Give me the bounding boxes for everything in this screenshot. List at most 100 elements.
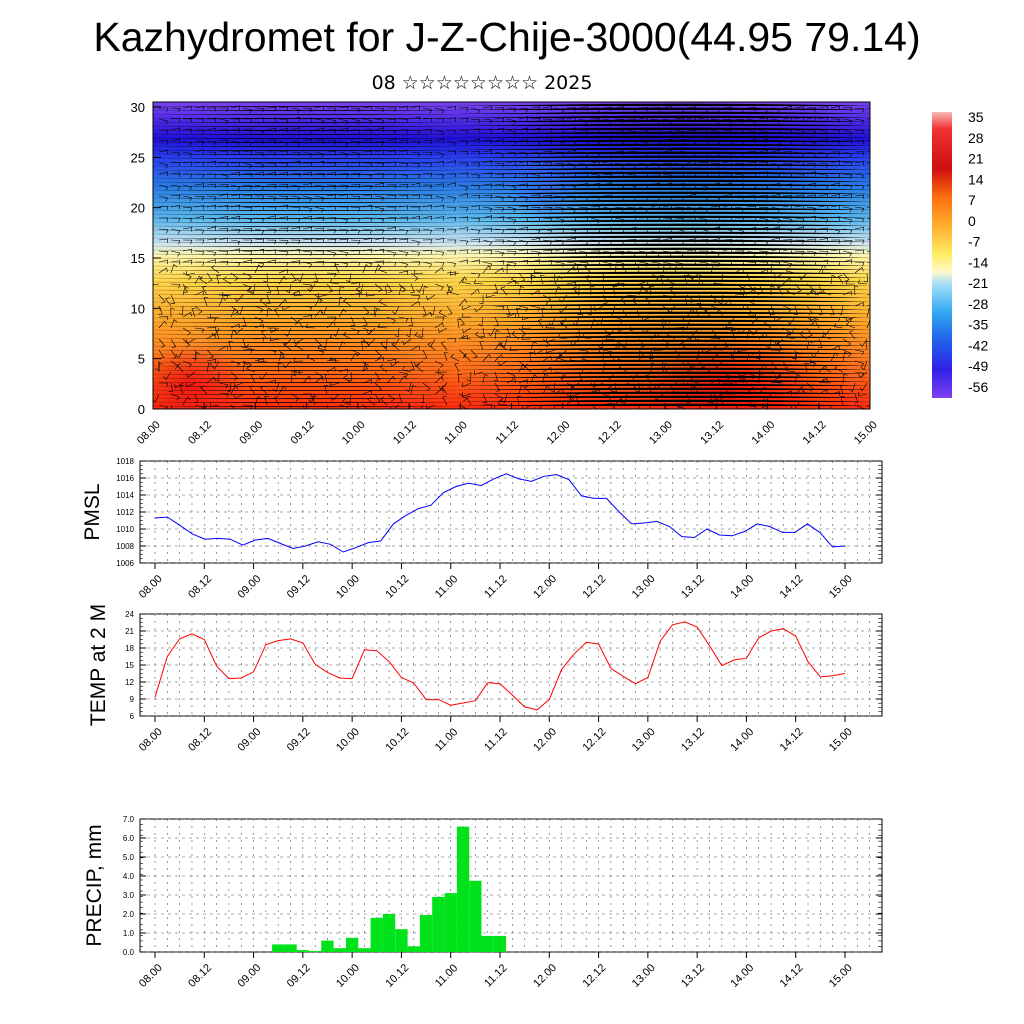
wind-barb — [846, 316, 856, 322]
wind-barb — [350, 129, 361, 134]
wind-barb — [355, 286, 364, 296]
wind-barb — [466, 396, 472, 406]
wind-barb — [194, 129, 205, 134]
wind-barb — [494, 239, 505, 244]
wind-barb — [446, 228, 457, 234]
wind-barb — [378, 298, 388, 307]
wind-barb — [194, 161, 205, 166]
wind-barb — [374, 173, 385, 178]
isotherm — [153, 255, 870, 260]
wind-barb — [314, 172, 325, 178]
isotherm — [153, 231, 870, 236]
wind-barb — [506, 107, 517, 113]
wind-barb — [854, 226, 865, 232]
wind-barb — [506, 129, 517, 136]
wind-barb — [245, 344, 256, 351]
wind-barb — [420, 393, 425, 404]
wind-barb — [494, 127, 505, 133]
wind-barb — [338, 173, 349, 178]
isotherm — [153, 395, 870, 400]
wind-barb — [314, 140, 325, 145]
warm-core-left — [153, 345, 250, 409]
wind-barb — [818, 116, 829, 121]
x-tick-label: 08.12 — [186, 573, 214, 601]
isotherm — [153, 391, 870, 396]
wind-barb — [426, 294, 436, 301]
wind-barb — [454, 363, 460, 373]
wind-barb — [818, 404, 821, 409]
wind-barb — [470, 118, 481, 124]
wind-barb — [390, 404, 400, 409]
wind-barb — [470, 107, 481, 114]
wind-barb — [302, 226, 313, 232]
precip-bar — [296, 950, 309, 952]
y-tick-label: 6.0 — [123, 834, 135, 843]
wind-barb — [158, 315, 169, 321]
wind-barb — [374, 260, 385, 265]
wind-barb — [446, 285, 454, 296]
wind-barb — [362, 184, 373, 190]
colorbar-label: -14 — [968, 254, 988, 270]
wind-barb — [259, 297, 268, 307]
y-tick-label: 4.0 — [123, 872, 135, 881]
wind-barb — [482, 261, 493, 268]
wind-barb — [343, 375, 352, 384]
wind-barb — [553, 404, 556, 409]
wind-barb — [246, 365, 256, 373]
wind-barb — [482, 239, 493, 246]
wind-barb — [302, 238, 313, 243]
wind-barb — [674, 206, 685, 212]
wind-barb — [818, 238, 829, 243]
wind-barb — [506, 305, 511, 315]
wind-barb — [170, 204, 181, 210]
wind-barb — [493, 404, 496, 409]
wind-barb — [846, 321, 856, 329]
y-tick-label: 1018 — [116, 457, 134, 466]
wind-barb — [206, 127, 217, 132]
wind-barb — [234, 294, 244, 303]
wind-barb — [153, 283, 160, 285]
wind-barb — [182, 311, 192, 318]
wind-barb — [374, 206, 385, 213]
wind-barb — [470, 349, 478, 359]
wind-barb — [218, 118, 229, 125]
wind-barb — [163, 371, 172, 381]
wind-barb — [182, 140, 193, 147]
wind-barb — [194, 205, 205, 210]
wind-barb — [209, 402, 220, 407]
wind-barb — [578, 206, 589, 212]
isotherm — [153, 235, 870, 240]
isotherm — [153, 259, 870, 264]
x-tick-label: 09.12 — [285, 962, 313, 990]
wind-barb — [410, 194, 421, 199]
wind-barb — [420, 404, 424, 409]
wind-barb — [494, 393, 504, 402]
wind-barb — [434, 360, 444, 368]
y-axis-label: PMSL — [81, 483, 104, 540]
x-tick-label: 12.00 — [531, 726, 559, 754]
wind-barb — [170, 338, 177, 348]
wind-barb — [830, 404, 832, 409]
wind-barb — [362, 162, 373, 167]
wind-barb — [204, 404, 208, 409]
wind-barb — [494, 329, 500, 340]
wind-barb — [542, 139, 553, 145]
wind-barb — [482, 106, 493, 111]
wind-barb — [794, 373, 801, 384]
wind-barb — [158, 267, 168, 274]
wind-barb — [267, 206, 277, 211]
wind-barb — [830, 160, 841, 165]
wind-barb — [457, 373, 462, 384]
wind-barb — [242, 227, 253, 233]
wind-barb — [411, 228, 421, 233]
wind-barb — [518, 305, 529, 312]
wind-barb — [398, 129, 409, 134]
y-tick-label: 1016 — [116, 474, 134, 483]
wind-barb — [277, 362, 283, 373]
wind-barb — [413, 269, 424, 275]
wind-barb — [482, 160, 493, 165]
wind-barb — [158, 228, 169, 234]
y-tick-label: 3.0 — [123, 891, 135, 900]
isotherm — [153, 247, 870, 252]
wind-barb — [529, 351, 534, 362]
